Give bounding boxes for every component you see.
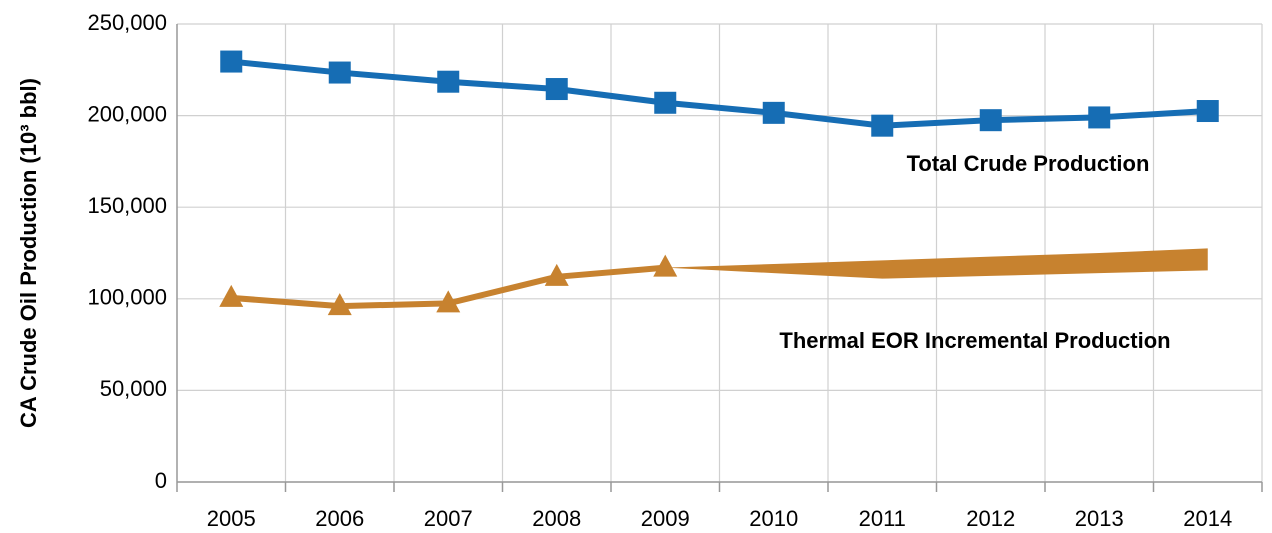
- marker: [437, 70, 460, 93]
- marker: [544, 263, 569, 286]
- marker: [1196, 100, 1219, 123]
- marker: [979, 109, 1002, 132]
- series-label: Total Crude Production: [907, 151, 1150, 176]
- marker: [545, 78, 568, 101]
- x-tick-label: 2010: [749, 506, 798, 531]
- y-axis-label: CA Crude Oil Production (10³ bbl): [16, 78, 41, 428]
- marker: [654, 91, 677, 114]
- x-tick-label: 2014: [1183, 506, 1232, 531]
- x-tick-label: 2005: [207, 506, 256, 531]
- series-label: Thermal EOR Incremental Production: [779, 328, 1170, 353]
- y-tick-label: 150,000: [87, 193, 167, 218]
- marker: [436, 290, 461, 313]
- marker: [220, 50, 243, 73]
- range-band: [665, 248, 1208, 279]
- marker: [653, 254, 678, 277]
- series-line: [230, 58, 1208, 129]
- x-tick-label: 2011: [859, 506, 906, 531]
- x-tick-label: 2007: [424, 506, 473, 531]
- y-tick-label: 200,000: [87, 101, 167, 126]
- marker: [871, 114, 894, 137]
- x-tick-label: 2013: [1075, 506, 1124, 531]
- x-tick-label: 2008: [532, 506, 581, 531]
- marker: [328, 61, 351, 84]
- y-tick-label: 100,000: [87, 285, 167, 310]
- marker: [219, 284, 244, 307]
- marker: [762, 101, 785, 124]
- x-tick-label: 2009: [641, 506, 690, 531]
- x-tick-label: 2012: [966, 506, 1015, 531]
- x-tick-label: 2006: [315, 506, 364, 531]
- y-tick-label: 0: [155, 468, 167, 493]
- marker: [327, 293, 352, 316]
- marker: [1088, 106, 1111, 129]
- y-tick-label: 250,000: [87, 10, 167, 35]
- y-tick-label: 50,000: [100, 376, 167, 401]
